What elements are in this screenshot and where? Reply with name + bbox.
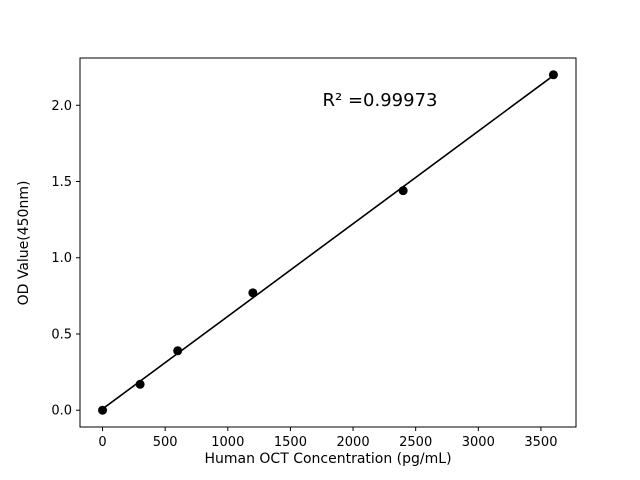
x-tick-label: 2500 bbox=[399, 435, 432, 450]
x-tick-label: 1500 bbox=[274, 435, 307, 450]
y-tick-label: 2.0 bbox=[51, 99, 72, 114]
x-tick-label: 500 bbox=[153, 435, 178, 450]
data-point bbox=[135, 379, 145, 389]
x-tick-label: 2000 bbox=[337, 435, 370, 450]
x-tick-label: 0 bbox=[98, 435, 106, 450]
x-tick-label: 3500 bbox=[524, 435, 557, 450]
data-point bbox=[398, 186, 408, 196]
x-tick-label: 3000 bbox=[462, 435, 495, 450]
data-point bbox=[173, 346, 183, 356]
x-tick-label: 1000 bbox=[211, 435, 244, 450]
data-point bbox=[248, 288, 258, 298]
y-tick-label: 1.5 bbox=[51, 175, 72, 190]
data-point bbox=[548, 70, 558, 80]
plot-frame bbox=[79, 57, 577, 428]
x-axis-label: Human OCT Concentration (pg/mL) bbox=[204, 451, 451, 467]
r-squared-annotation: R² =0.99973 bbox=[323, 90, 438, 111]
y-tick-label: 0.0 bbox=[51, 404, 72, 419]
fit-line bbox=[101, 74, 555, 410]
plot-area: 0 500 1000 1500 2000 2500 3000 3500 0.0 0.5 1.0 1.5… bbox=[51, 57, 577, 450]
y-axis-label: OD Value(450nm) bbox=[16, 181, 32, 306]
y-tick-label: 1.0 bbox=[51, 251, 72, 266]
y-tick-label: 0.5 bbox=[51, 327, 72, 342]
data-point bbox=[98, 405, 108, 415]
